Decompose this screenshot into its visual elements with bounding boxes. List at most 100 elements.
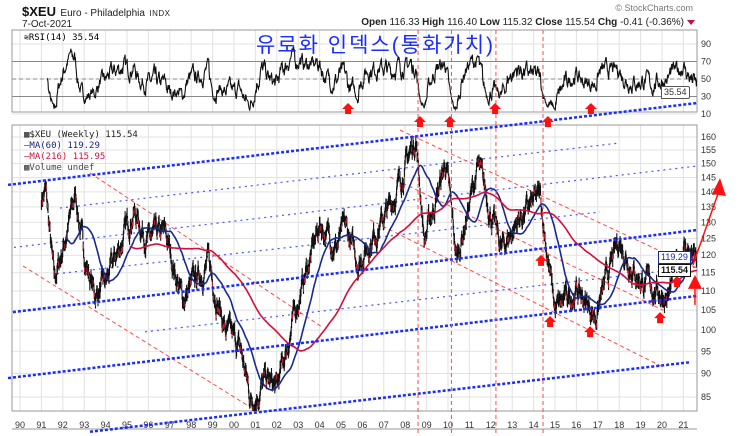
x-tick-label: 99 xyxy=(208,420,218,430)
low-label: Low xyxy=(479,17,500,28)
price-up-arrow-icon xyxy=(584,326,597,338)
x-tick-label: 92 xyxy=(58,420,68,430)
y-tick-label: 160 xyxy=(701,132,716,142)
rsi-tick-label: 90 xyxy=(701,39,711,49)
annotation-title: 유로화 인덱스(통화가치) xyxy=(256,34,496,57)
down-channel-line xyxy=(369,219,664,368)
price-legend: ▦$XEU (Weekly) 115.54 —MA(60) 119.29 —MA… xyxy=(24,130,138,174)
x-tick-label: 18 xyxy=(614,420,624,430)
legend-price[interactable]: ▦$XEU (Weekly) 115.54 xyxy=(24,130,138,141)
line-swatch-icon: — xyxy=(24,152,30,162)
rsi-indicator-icon: ≋ xyxy=(24,33,29,42)
x-tick-label: 08 xyxy=(400,420,410,430)
close-value: 115.54 xyxy=(565,17,596,28)
candle-icon: ▦ xyxy=(24,130,30,140)
y-tick-label: 110 xyxy=(701,286,715,296)
price-plot xyxy=(12,129,697,411)
rsi-panel-border xyxy=(11,29,698,113)
rsi-tick-label: 30 xyxy=(701,92,711,102)
x-tick-label: 98 xyxy=(186,420,196,430)
copyright[interactable]: © StockCharts.com xyxy=(615,3,693,13)
up-channel-line xyxy=(89,360,691,434)
rsi-up-arrow-icon xyxy=(443,116,456,128)
instrument-name: Euro - Philadelphia xyxy=(60,8,145,19)
x-tick-label: 05 xyxy=(336,420,346,430)
x-tick-label: 01 xyxy=(250,420,260,430)
rsi-up-arrow-icon xyxy=(541,116,554,128)
x-tick-label: 93 xyxy=(79,420,89,430)
rsi-plot xyxy=(46,46,697,112)
ma216-line xyxy=(129,191,697,352)
ohlc-readout: Open 116.33 High 116.40 Low 115.32 Close… xyxy=(361,17,695,28)
ma60-line xyxy=(64,164,697,391)
rsi-up-arrow-icon xyxy=(584,102,597,114)
legend-volume[interactable]: ▩Volume undef xyxy=(24,163,138,174)
legend-ma216-text: MA(216) 115.95 xyxy=(29,152,106,162)
rsi-tick-label: 10 xyxy=(701,109,711,119)
x-tick-label: 06 xyxy=(357,420,367,430)
y-tick-label: 100 xyxy=(701,325,716,335)
y-tick-label: 155 xyxy=(701,145,716,155)
legend-ma216[interactable]: —MA(216) 115.95 xyxy=(24,152,138,163)
legend-ma60-text: MA(60) 119.29 xyxy=(29,141,100,151)
price-bars xyxy=(40,136,697,411)
y-tick-label: 85 xyxy=(701,392,711,402)
up-channel-dotted-line xyxy=(59,142,621,209)
rsi-value-tag: 35.54 xyxy=(661,86,690,99)
x-tick-label: 97 xyxy=(165,420,175,430)
close-value-tag: 115.54 xyxy=(658,264,692,277)
chart-header: $XEU Euro - Philadelphia INDX xyxy=(22,3,171,21)
y-tick-label: 120 xyxy=(701,250,716,260)
y-tick-label: 140 xyxy=(701,187,716,197)
y-tick-label: 95 xyxy=(701,346,711,356)
rsi-up-arrow-icon xyxy=(489,102,502,114)
ma60-value-tag: 119.29 xyxy=(658,251,691,264)
price-down-bars xyxy=(42,147,697,411)
x-tick-label: 11 xyxy=(465,420,474,430)
price-up-arrow-icon xyxy=(535,254,548,266)
up-channel-dotted-line xyxy=(56,211,601,275)
up-channel-line xyxy=(12,228,698,314)
volume-bars-icon: ▩ xyxy=(24,163,30,173)
x-tick-label: 03 xyxy=(293,420,303,430)
chg-value: -0.41 (-0.36%) xyxy=(620,17,684,28)
x-tick-label: 20 xyxy=(657,420,667,430)
y-tick-label: 90 xyxy=(701,368,711,378)
x-tick-label: 19 xyxy=(636,420,646,430)
x-tick-label: 21 xyxy=(678,420,688,430)
projection-arrow-head-icon xyxy=(711,178,726,197)
y-tick-label: 135 xyxy=(701,202,716,212)
rsi-tick-label: 50 xyxy=(701,74,711,84)
down-channel-line xyxy=(89,172,323,328)
x-tick-label: 91 xyxy=(36,420,46,430)
y-tick-label: 145 xyxy=(701,172,716,182)
y-tick-label: 115 xyxy=(701,268,715,278)
legend-volume-text: Volume undef xyxy=(29,163,95,173)
x-tick-label: 04 xyxy=(315,420,325,430)
line-swatch-icon: — xyxy=(24,141,30,151)
exchange: INDX xyxy=(149,9,171,18)
rsi-up-arrow-icon xyxy=(413,116,426,128)
open-label: Open xyxy=(361,17,387,28)
x-tick-label: 00 xyxy=(229,420,239,430)
chart-date: 7-Oct-2021 xyxy=(22,19,73,30)
big-up-arrow-icon xyxy=(687,274,702,289)
x-tick-label: 94 xyxy=(101,420,111,430)
price-panel-border xyxy=(11,124,698,412)
close-label: Close xyxy=(535,17,563,28)
rsi-label-text: RSI(14) 35.54 xyxy=(28,33,100,43)
rsi-tick-label: 70 xyxy=(701,57,711,67)
down-triangle-icon xyxy=(687,19,695,25)
x-tick-label: 96 xyxy=(143,420,153,430)
symbol[interactable]: $XEU xyxy=(22,4,56,19)
y-tick-label: 125 xyxy=(701,233,716,243)
x-tick-label: 02 xyxy=(272,420,282,430)
low-value: 115.32 xyxy=(502,17,533,28)
x-tick-label: 07 xyxy=(379,420,389,430)
legend-ma60[interactable]: —MA(60) 119.29 xyxy=(24,141,138,152)
open-value: 116.33 xyxy=(389,17,420,28)
x-tick-label: 09 xyxy=(422,420,432,430)
price-up-arrow-icon xyxy=(670,275,683,287)
x-tick-label: 95 xyxy=(122,420,132,430)
